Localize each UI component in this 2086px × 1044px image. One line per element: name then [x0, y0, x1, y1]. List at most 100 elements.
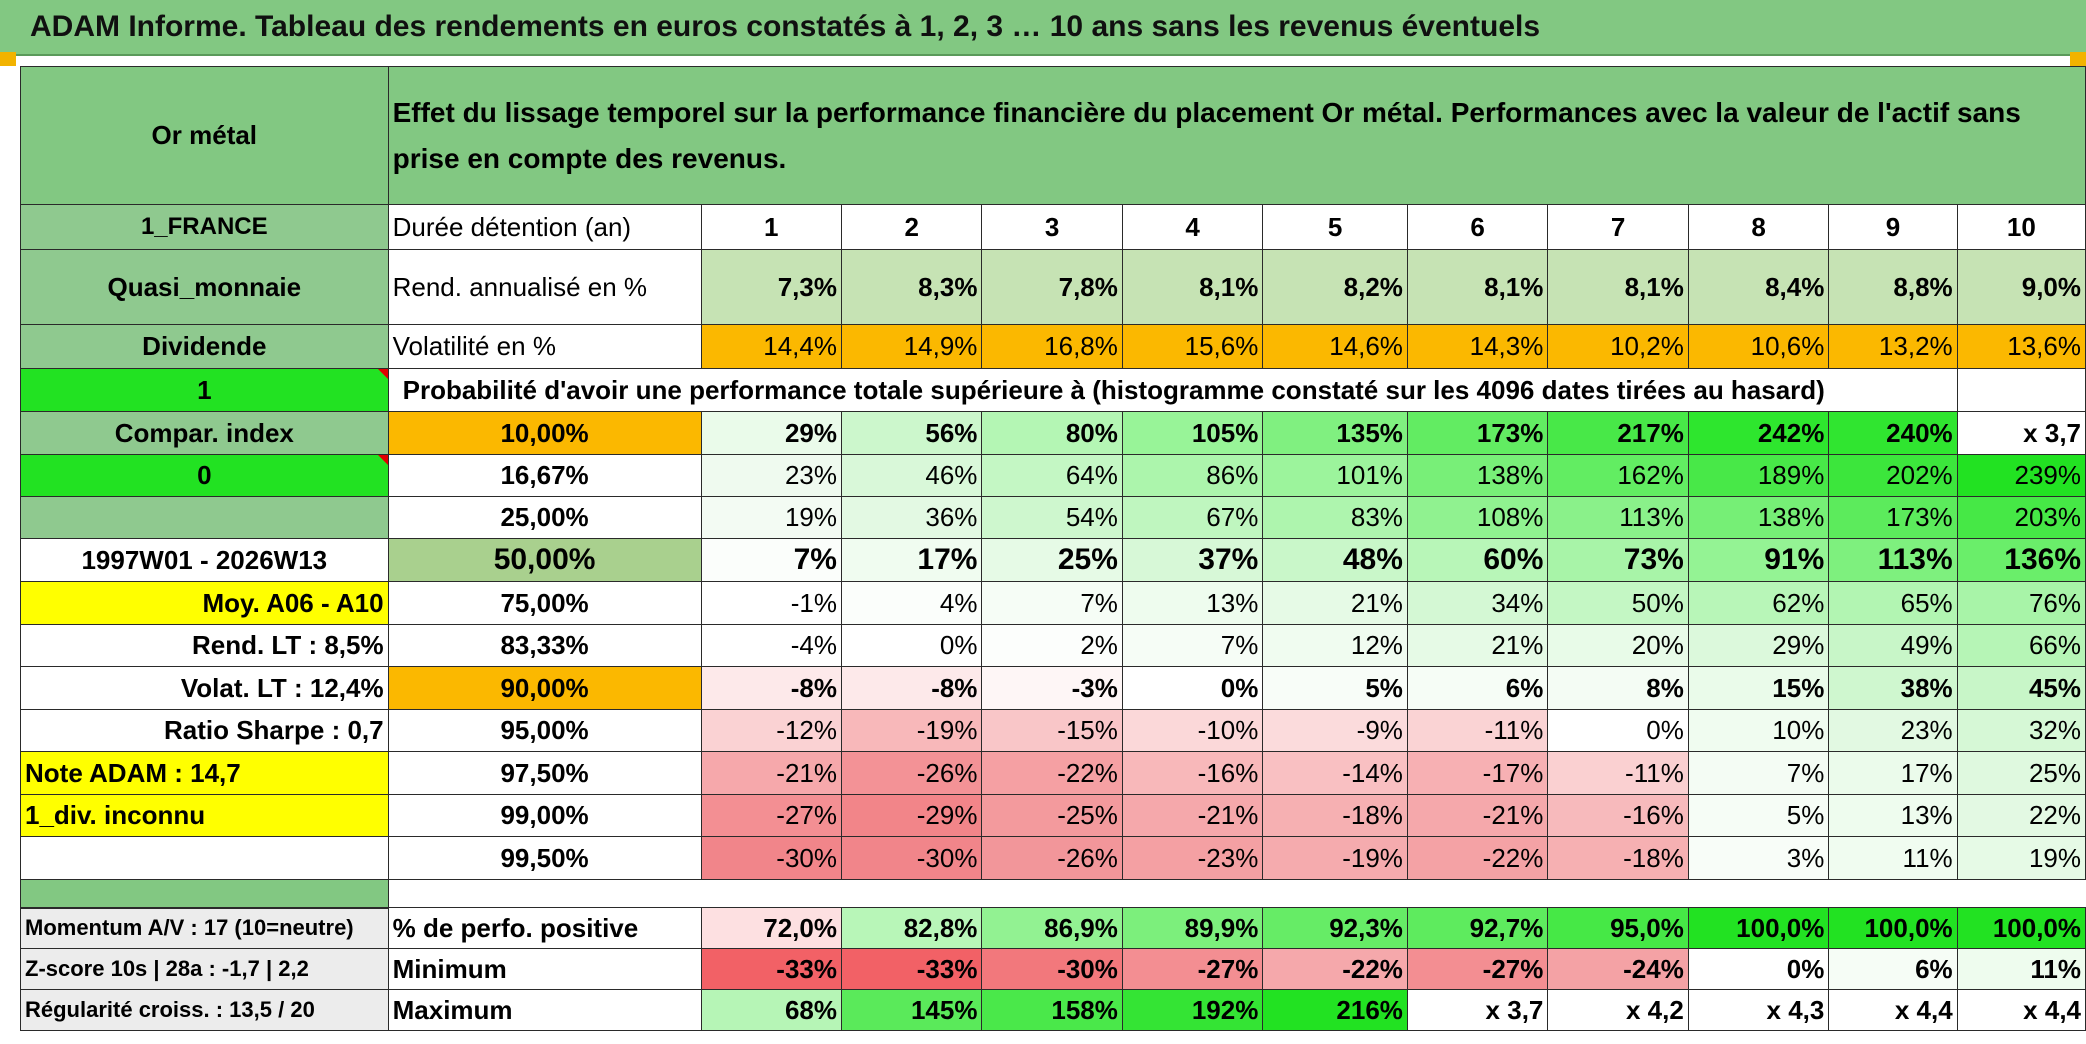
quantile-value: 162% — [1547, 454, 1689, 497]
quantile-value: -4% — [700, 624, 842, 667]
years-row: 1_FRANCE Durée détention (an) 1 2 3 4 5 6 7 8 9 10 — [20, 204, 2086, 250]
rend-value: 8,4% — [1687, 249, 1830, 325]
quantile-value: -10% — [1121, 709, 1264, 752]
quantile-value: -22% — [981, 751, 1123, 795]
quantile-value: 73% — [1547, 538, 1689, 582]
quantile-value: 7% — [981, 581, 1123, 625]
maximum-value: 145% — [840, 989, 983, 1031]
quantile-value: 67% — [1121, 496, 1264, 539]
quantile-value: -21% — [1121, 794, 1264, 837]
quantile-value: -26% — [981, 836, 1123, 880]
quantile-row: 99,50% -30% -30% -26% -23% -19% -22% -18% 3% 11% 1… — [20, 836, 2086, 880]
quantile-value: 138% — [1406, 454, 1549, 497]
quantile-value: 54% — [981, 496, 1123, 539]
quantile-value: -26% — [840, 751, 983, 795]
positive-value: 95,0% — [1547, 907, 1689, 949]
quantile-value: -21% — [700, 751, 842, 795]
quantile-value: 239% — [1956, 454, 2086, 497]
quantile-value: 48% — [1262, 538, 1408, 582]
empty-cell — [20, 836, 389, 880]
volat-lt-label: Volat. LT : 12,4% — [20, 666, 389, 710]
quantile-value: 189% — [1687, 454, 1830, 497]
minimum-value: 6% — [1828, 948, 1958, 990]
rend-row: Quasi_monnaie Rend. annualisé en % 7,3% 8,3… — [20, 249, 2086, 325]
rend-value: 8,2% — [1262, 249, 1408, 325]
rend-value: 8,3% — [840, 249, 983, 325]
quantile-value: 10% — [1687, 709, 1830, 752]
quantile-value: 45% — [1956, 666, 2086, 710]
rend-value: 8,1% — [1547, 249, 1689, 325]
quantile-value: 86% — [1121, 454, 1264, 497]
quantile-value: 49% — [1828, 624, 1958, 667]
minimum-value: 11% — [1956, 948, 2086, 990]
quantile-value: 4% — [840, 581, 983, 625]
header-row: Or métal Effet du lissage temporel sur l… — [20, 66, 2086, 205]
volat-value: 10,2% — [1547, 324, 1689, 369]
quantile-row: 25,00% 19% 36% 54% 67% 83% 108% 113% 138% 173% 203… — [20, 496, 2086, 539]
quantile-value: 25% — [981, 538, 1123, 582]
maximum-value: x 4,2 — [1547, 989, 1689, 1031]
quantile-label: 25,00% — [387, 496, 702, 539]
positive-row: Momentum A/V : 17 (10=neutre)% de perfo.… — [20, 907, 2086, 949]
report-title: ADAM Informe. Tableau des rendements en … — [30, 10, 1541, 43]
rend-value: 7,3% — [700, 249, 842, 325]
quantile-row: Rend. LT : 8,5% 83,33% -4% 0% 2% 7% 12% 21% 20% 2… — [20, 624, 2086, 667]
quantile-value: -18% — [1262, 794, 1408, 837]
quantile-label: 97,50% — [387, 751, 702, 795]
quantile-value: -11% — [1547, 751, 1689, 795]
quantile-value: 64% — [981, 454, 1123, 497]
quantile-value: 21% — [1262, 581, 1408, 625]
minimum-value: -22% — [1262, 948, 1408, 990]
volat-value: 15,6% — [1121, 324, 1264, 369]
volat-value: 14,9% — [840, 324, 983, 369]
quantile-value: 66% — [1956, 624, 2086, 667]
year-header: 6 — [1406, 204, 1549, 250]
quantile-value: -18% — [1547, 836, 1689, 880]
rend-label: Rend. annualisé en % — [387, 249, 702, 325]
quantile-row: Ratio Sharpe : 0,7 95,00% -12% -19% -15% -10%… — [20, 709, 2086, 752]
zscore-label: Z-score 10s | 28a : -1,7 | 2,2 — [20, 948, 389, 990]
positive-value: 100,0% — [1828, 907, 1958, 949]
volat-value: 10,6% — [1687, 324, 1830, 369]
quantile-value: 50% — [1547, 581, 1689, 625]
quantile-value: -15% — [981, 709, 1123, 752]
quantile-value: 65% — [1828, 581, 1958, 625]
regularite-label: Régularité croiss. : 13,5 / 20 — [20, 989, 389, 1031]
quantile-row: Moy. A06 - A10 75,00% -1% 4% 7% 13% 21% 34% 50% 6… — [20, 581, 2086, 625]
volat-value: 13,2% — [1828, 324, 1958, 369]
moy-label: Moy. A06 - A10 — [20, 581, 389, 625]
quantile-value: 135% — [1262, 411, 1408, 455]
quantile-value: 173% — [1828, 496, 1958, 539]
quantile-value: 83% — [1262, 496, 1408, 539]
quantile-value: 101% — [1262, 454, 1408, 497]
quantile-label: 75,00% — [387, 581, 702, 625]
quantile-value: -19% — [840, 709, 983, 752]
quantile-value: -23% — [1121, 836, 1264, 880]
quantile-value: 203% — [1956, 496, 2086, 539]
empty-cell — [1828, 368, 1958, 412]
maximum-value: x 3,7 — [1406, 989, 1549, 1031]
quantile-value: -21% — [1406, 794, 1549, 837]
quantile-value: 46% — [840, 454, 983, 497]
quantile-value: 5% — [1687, 794, 1830, 837]
country-label: 1_FRANCE — [20, 204, 389, 250]
quantile-value: -30% — [700, 836, 842, 880]
maximum-row: Régularité croiss. : 13,5 / 20 Maximum 68%… — [20, 989, 2086, 1031]
frame-corner-top-left — [0, 52, 16, 66]
volat-value: 14,4% — [700, 324, 842, 369]
minimum-value: -27% — [1121, 948, 1264, 990]
quantile-value: 138% — [1687, 496, 1830, 539]
empty-green-cell — [20, 496, 389, 539]
quantile-value: -1% — [700, 581, 842, 625]
year-header: 8 — [1687, 204, 1830, 250]
positive-value: 92,3% — [1262, 907, 1408, 949]
maximum-value: 192% — [1121, 989, 1264, 1031]
rend-value: 8,8% — [1828, 249, 1958, 325]
title-bar: ADAM Informe. Tableau des rendements en … — [0, 0, 2086, 56]
rend-value: 8,1% — [1406, 249, 1549, 325]
quantile-value: 242% — [1687, 411, 1830, 455]
quantile-value: 80% — [981, 411, 1123, 455]
quantile-value: 7% — [700, 538, 842, 582]
minimum-value: 0% — [1687, 948, 1830, 990]
quantile-value: 21% — [1406, 624, 1549, 667]
